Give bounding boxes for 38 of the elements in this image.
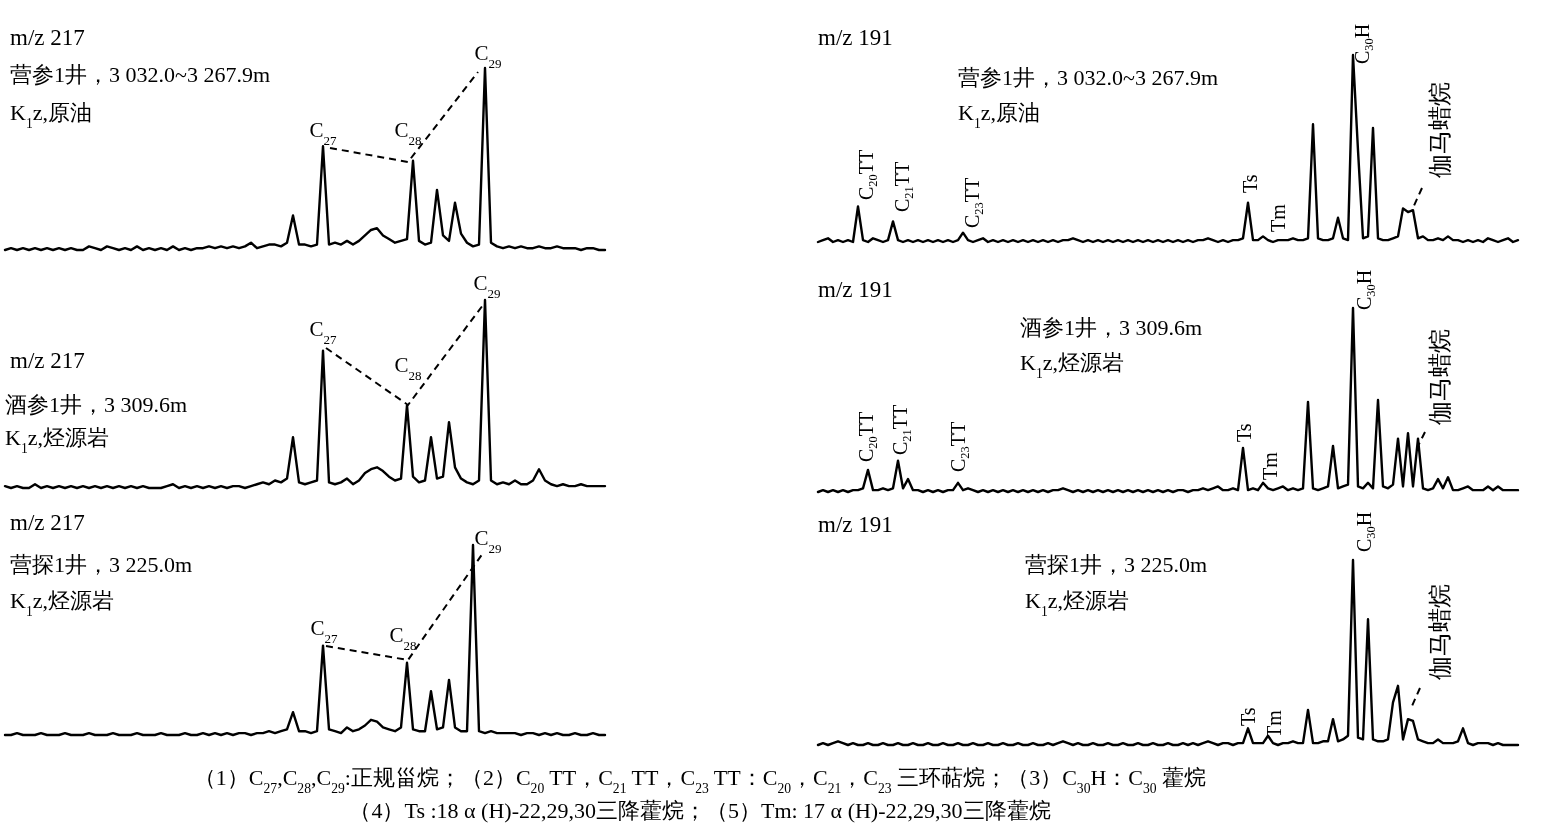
annotation: K$_{1}$z,原油 bbox=[958, 100, 1040, 131]
annotation: C$_{27}$ bbox=[310, 616, 339, 646]
text: （1）C$_{27}$,C$_{28}$,C$_{29}$:正规甾烷；（2）C$_{20}$ TT，C$_{21}$ TT，C$_{23}$ TT：C$_{20}$，C$_{21}$，C$_{23}$ 三环萜烷；（3）C$_{30}$H：C$_{30}$ 藿烷 bbox=[193, 765, 1207, 796]
annotation: C$_{29}$ bbox=[474, 526, 502, 556]
annotation: 酒参1井，3 309.6m bbox=[1020, 315, 1203, 340]
annotation: 伽马蜡烷 bbox=[1427, 329, 1453, 425]
annotation: 营探1井，3 225.0m bbox=[1025, 552, 1208, 577]
chart-title: m/z 191 bbox=[818, 277, 893, 302]
chart-title: m/z 217 bbox=[10, 25, 85, 50]
text: （4）Ts :18 α (H)-22,29,30三降藿烷；（5）Tm: 17 α (H)-22,29,30三降藿烷 bbox=[349, 798, 1051, 823]
annotation: Tm bbox=[1259, 451, 1281, 480]
annotation: C$_{28}$ bbox=[389, 623, 418, 653]
chart-title: m/z 191 bbox=[818, 512, 893, 537]
annotation: C$_{28}$ bbox=[394, 118, 423, 148]
annotation: Tm bbox=[1263, 709, 1285, 738]
annotation: K$_{1}$z,烃源岩 bbox=[1020, 350, 1124, 381]
annotation: 伽马蜡烷 bbox=[1427, 82, 1453, 178]
annotation: C$_{27}$ bbox=[309, 317, 338, 347]
annotation: Ts bbox=[1239, 174, 1261, 193]
annotation: 酒参1井，3 309.6m bbox=[5, 392, 188, 417]
annotation: Ts bbox=[1233, 423, 1255, 442]
annotation: 伽马蜡烷 bbox=[1427, 584, 1453, 680]
annotation: 营探1井，3 225.0m bbox=[10, 552, 193, 577]
annotation: K$_{1}$z,烃源岩 bbox=[5, 425, 109, 456]
annotation: C$_{29}$ bbox=[473, 271, 501, 301]
annotation: K$_{1}$z,原油 bbox=[10, 100, 92, 131]
annotation: 营参1井，3 032.0~3 267.9m bbox=[10, 62, 271, 87]
annotation: K$_{1}$z,烃源岩 bbox=[10, 588, 114, 619]
annotation: K$_{1}$z,烃源岩 bbox=[1025, 588, 1129, 619]
chart-title: m/z 191 bbox=[818, 25, 893, 50]
annotation: C$_{28}$ bbox=[394, 353, 423, 383]
annotation: Tm bbox=[1267, 203, 1289, 232]
chart-title: m/z 217 bbox=[10, 510, 85, 535]
annotation: C$_{29}$ bbox=[474, 41, 502, 71]
annotation: C$_{27}$ bbox=[309, 118, 338, 148]
annotation: 营参1井，3 032.0~3 267.9m bbox=[958, 65, 1219, 90]
annotation: Ts bbox=[1237, 707, 1259, 726]
text: m/z 217 bbox=[10, 348, 85, 373]
